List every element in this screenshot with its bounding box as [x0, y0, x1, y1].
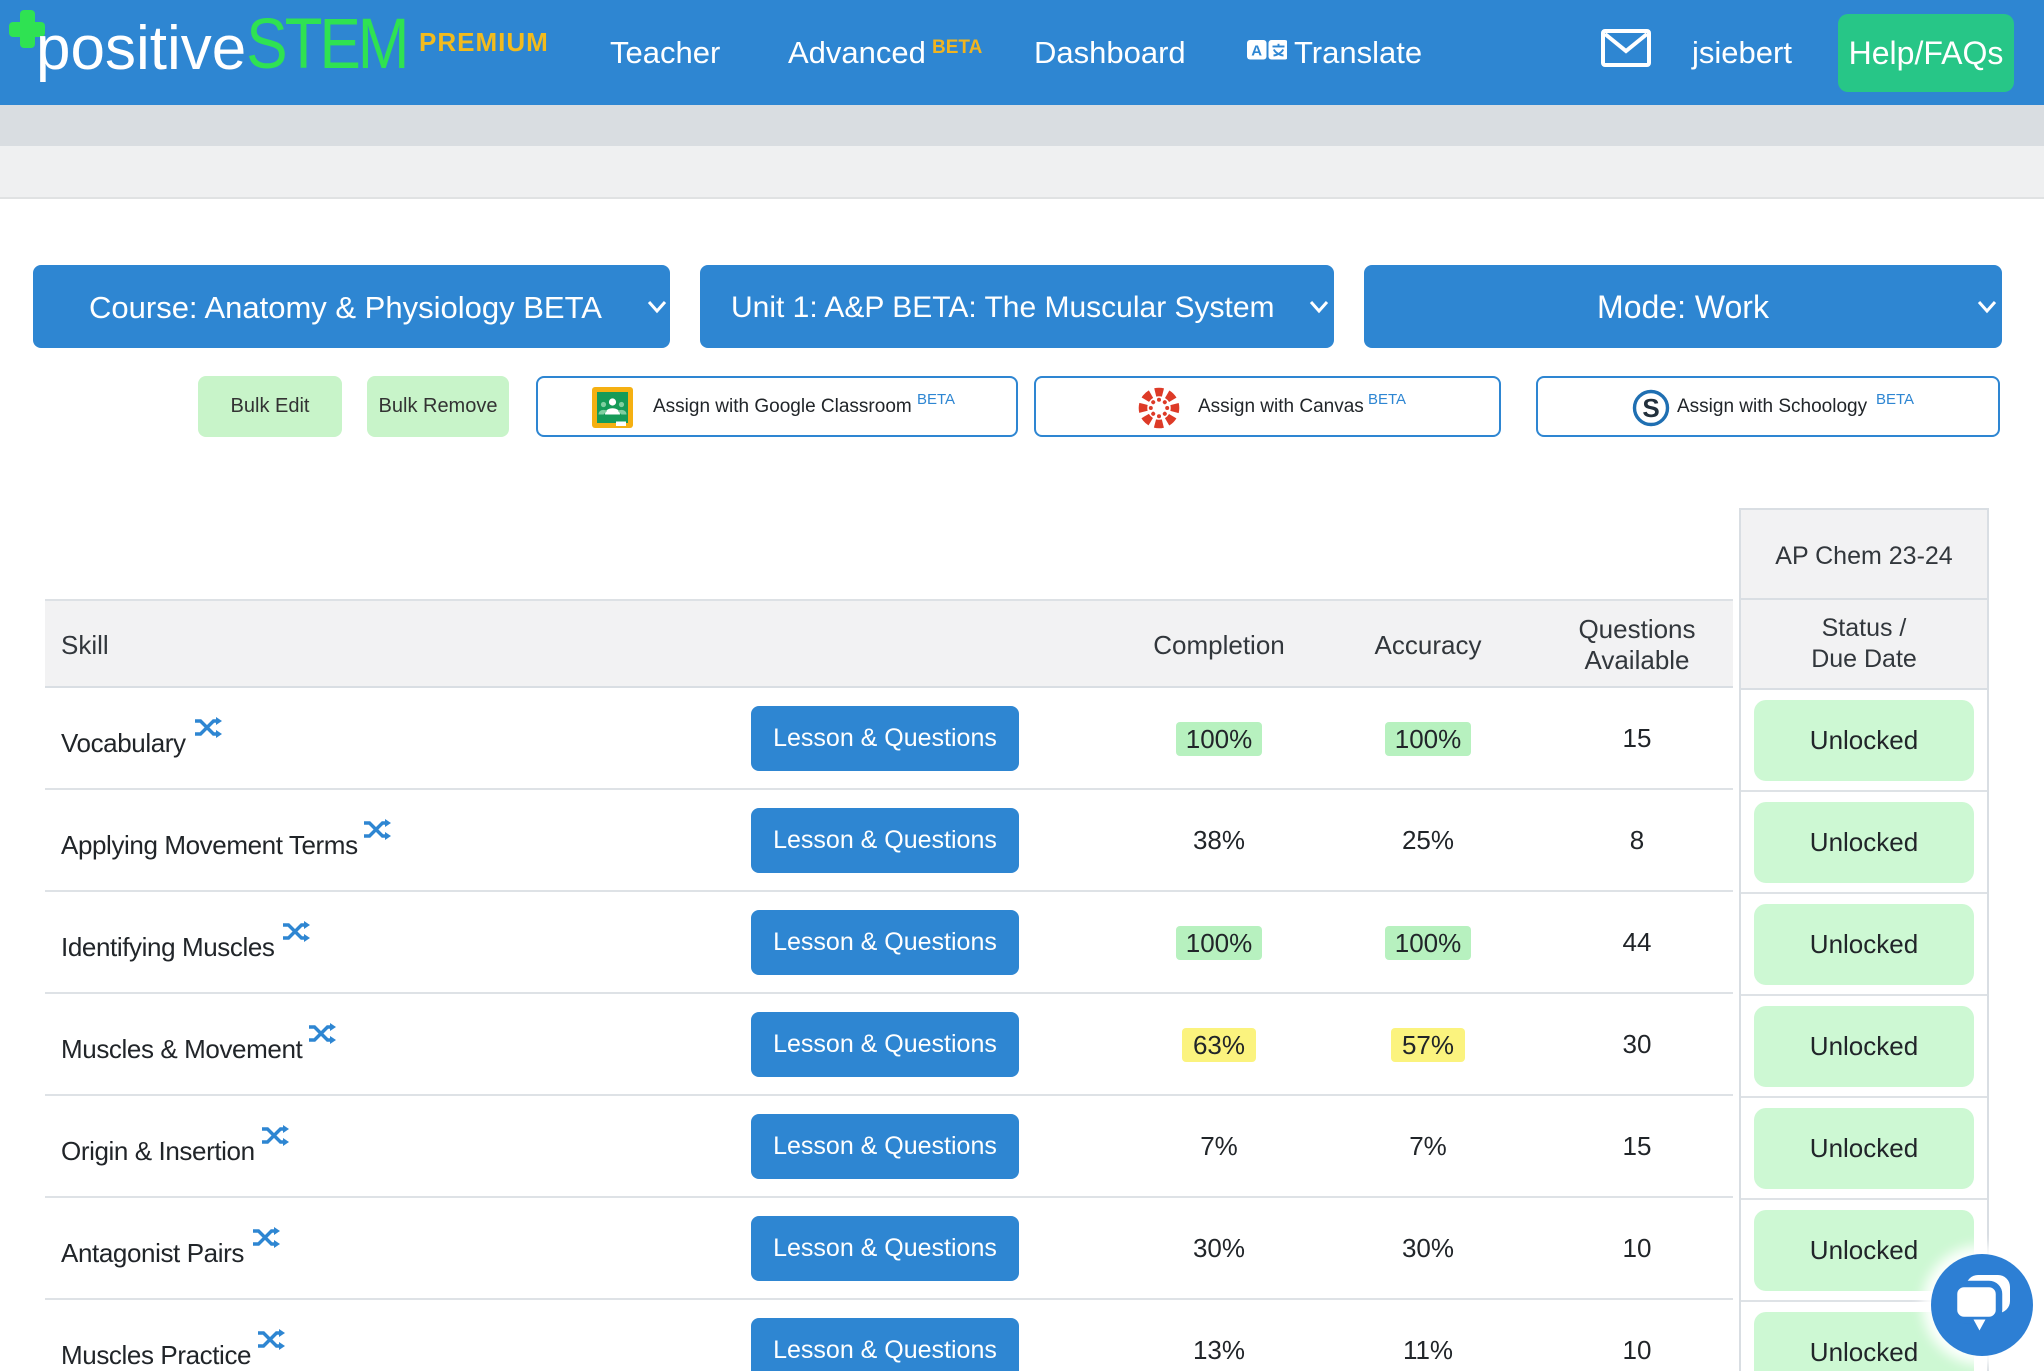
svg-text:S: S	[1642, 393, 1659, 423]
svg-text:A: A	[1251, 43, 1262, 60]
